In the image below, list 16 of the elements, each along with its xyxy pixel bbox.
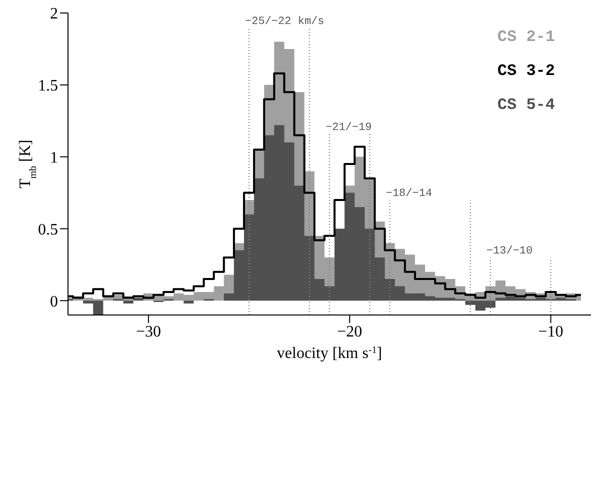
- y-tick-label: 0: [50, 293, 58, 310]
- ref-line-label: −18/−14: [386, 188, 432, 200]
- text: CS 2-1: [497, 28, 555, 46]
- y-tick-label: 1: [50, 149, 58, 166]
- x-axis-title: velocity [km s$^{-1}$]: [276, 344, 382, 362]
- y-tick-label: 1.5: [38, 78, 58, 95]
- text: CS 3-2: [497, 62, 555, 80]
- x-tick-label: −10: [538, 323, 564, 340]
- text: CS 5-4: [497, 96, 555, 114]
- x-tick-label: −20: [337, 323, 362, 340]
- y-tick-label: 2: [50, 6, 58, 23]
- ref-line-label: −13/−10: [486, 246, 533, 258]
- ref-line-label: −25/−22 km/s: [245, 16, 324, 28]
- x-tick-label: −30: [136, 323, 161, 340]
- y-tick-label: 0.5: [38, 221, 58, 238]
- ref-line-label: −21/−19: [326, 122, 372, 134]
